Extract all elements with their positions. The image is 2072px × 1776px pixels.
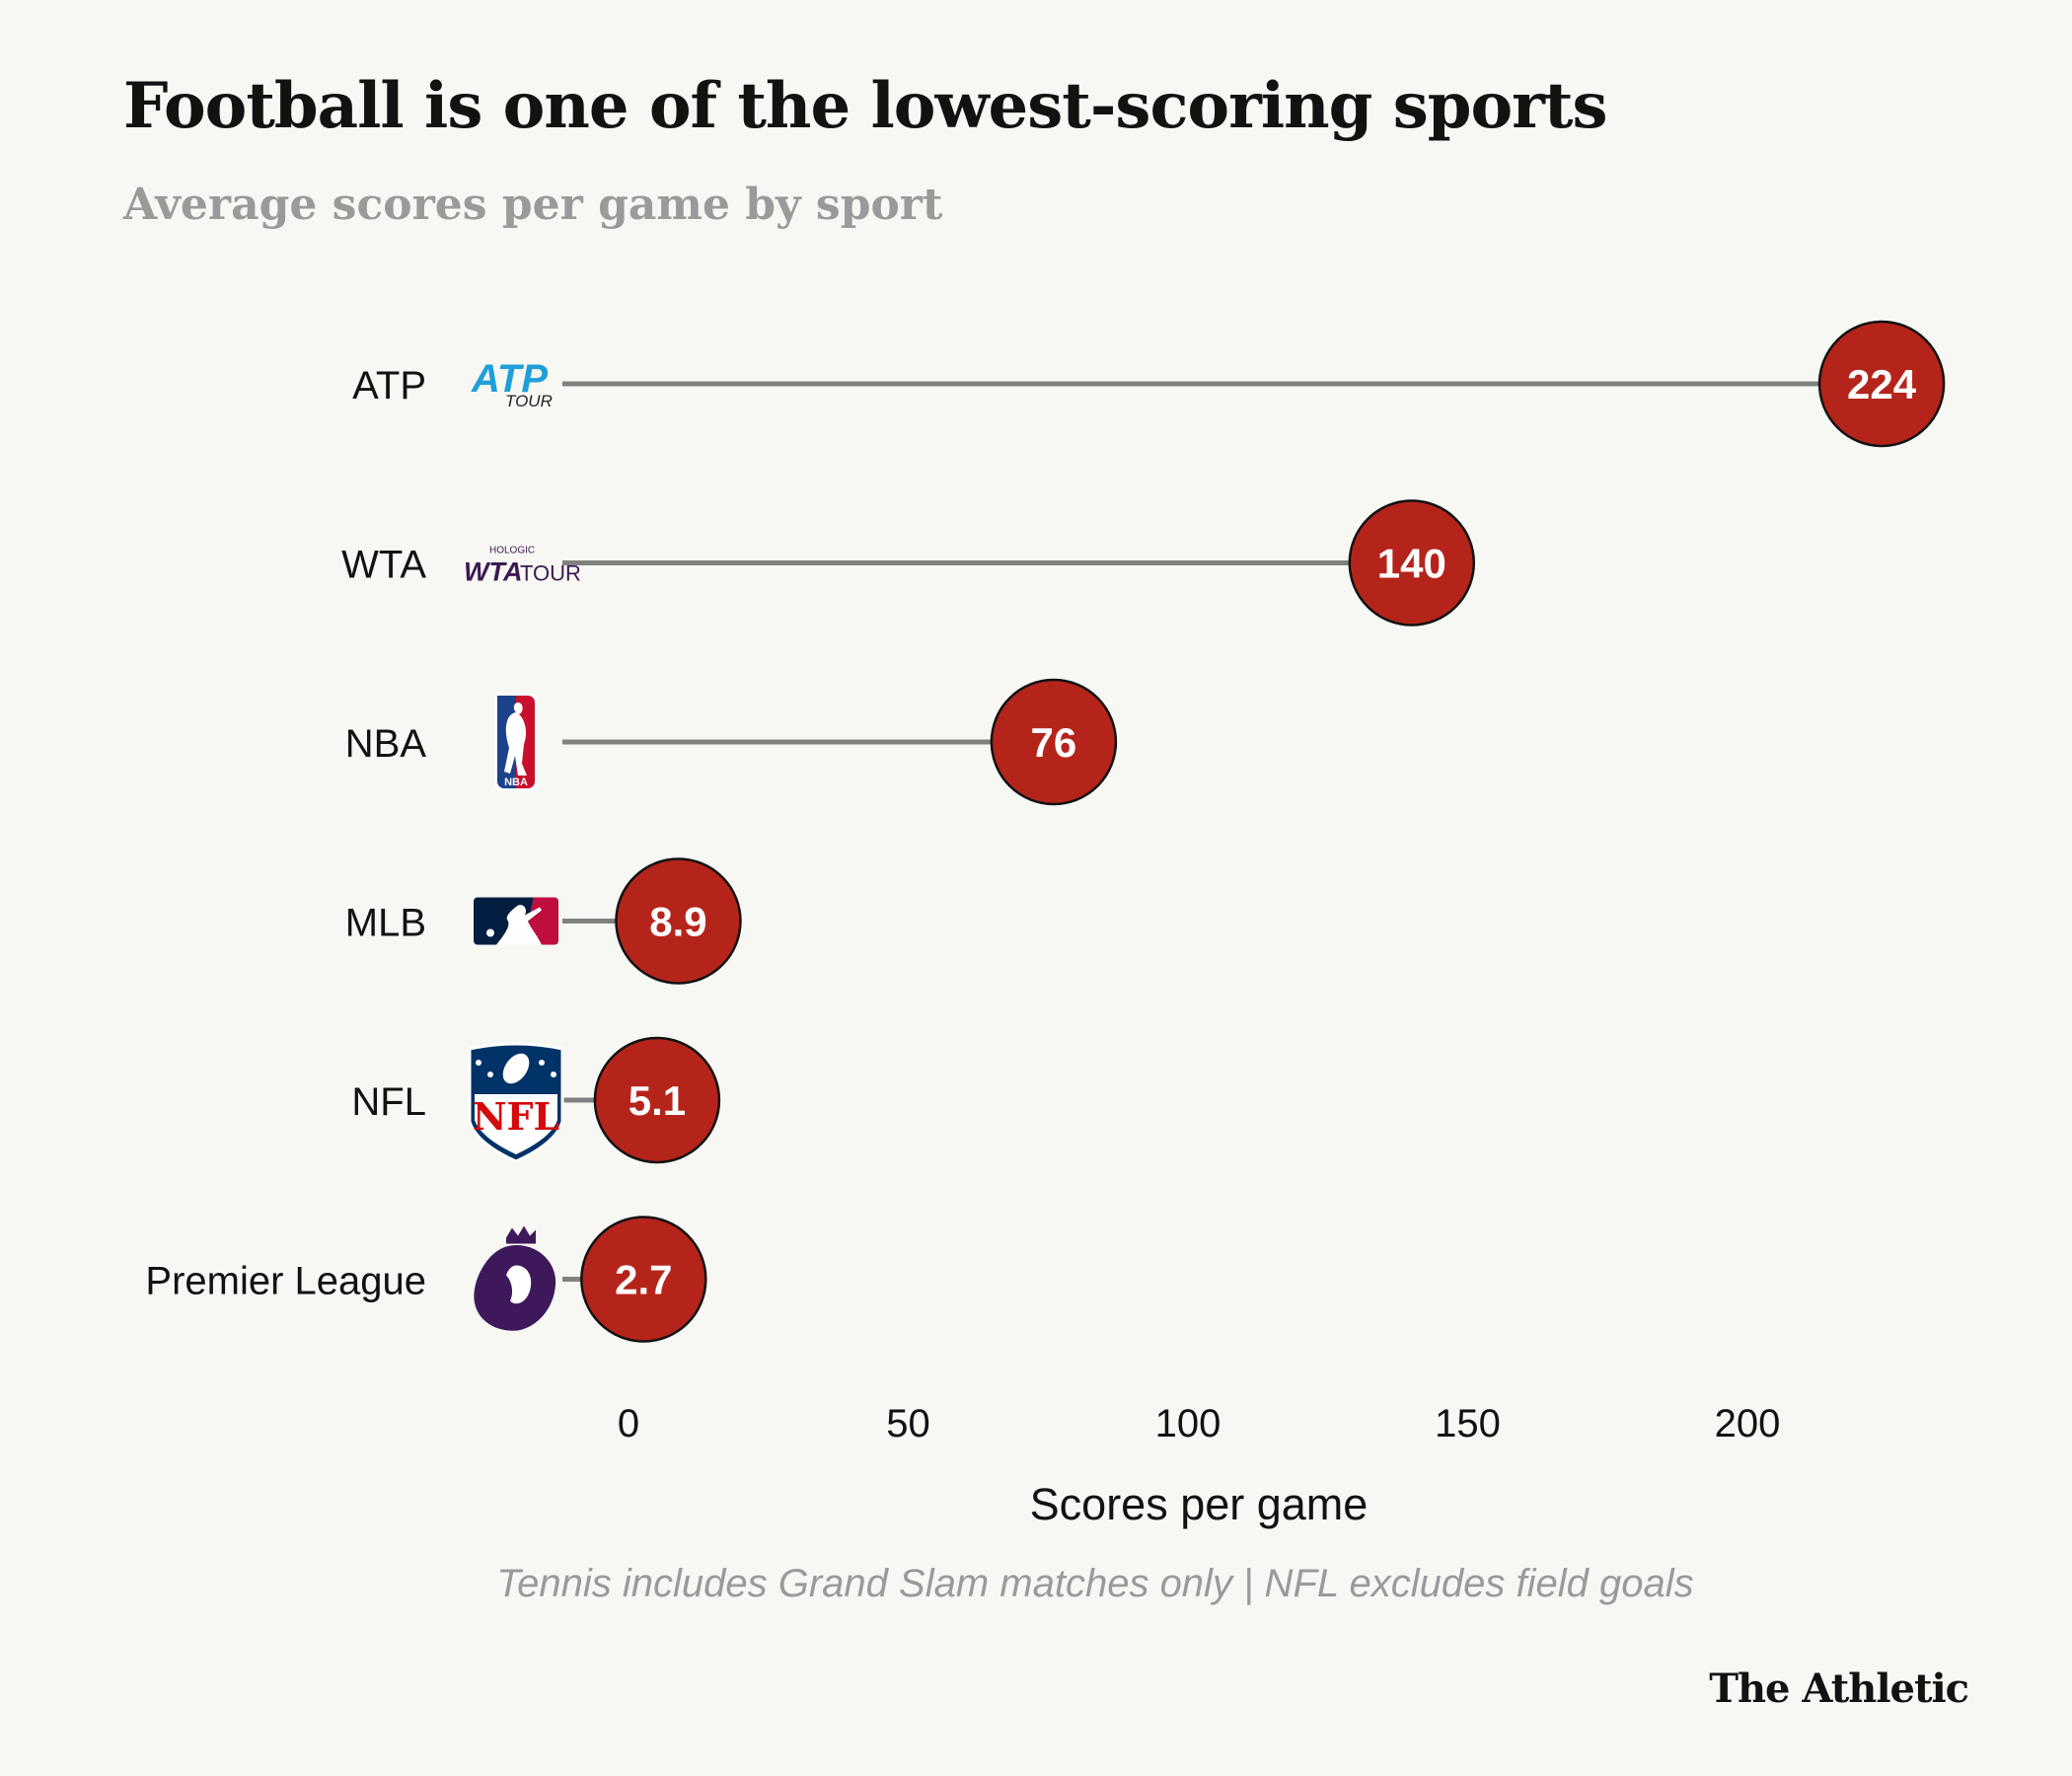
x-tick-label: 100: [1155, 1402, 1221, 1445]
x-tick-label: 50: [886, 1402, 930, 1445]
nba-logo: NBA: [494, 693, 538, 791]
nba-text: NBA: [504, 777, 528, 788]
nfl-star: [476, 1060, 481, 1066]
mlb-logo: [474, 897, 558, 945]
x-tick-label: 200: [1715, 1402, 1781, 1445]
chart-subtitle: Average scores per game by sport: [123, 180, 943, 230]
dot-circle: [580, 1216, 707, 1343]
nfl-star: [487, 1072, 493, 1077]
data-label: 76: [1031, 719, 1077, 766]
category-label: NBA: [345, 722, 427, 766]
data-label: 5.1: [629, 1077, 686, 1124]
x-axis-label: Scores per game: [1030, 1479, 1369, 1529]
premier-league-logo: [474, 1225, 556, 1331]
nfl-star: [551, 1072, 556, 1077]
category-label: NFL: [351, 1080, 426, 1124]
dot-circle: [593, 1036, 721, 1164]
data-label: 2.7: [615, 1257, 672, 1303]
brand-logo: The Athletic: [1709, 1665, 1969, 1712]
category-labels-group: ATP WTA NBA MLB NFL Premier League: [145, 364, 426, 1303]
category-label: Premier League: [145, 1260, 426, 1303]
mlb-batter: [496, 905, 542, 945]
dot-1: 140: [1348, 499, 1476, 627]
data-label: 140: [1377, 541, 1446, 587]
dot-circle: [615, 857, 742, 985]
nfl-football: [502, 1053, 530, 1084]
x-tick-label: 150: [1435, 1402, 1501, 1445]
data-label: 224: [1847, 361, 1917, 407]
nfl-logo: NFL: [468, 1042, 564, 1163]
category-label: WTA: [341, 544, 426, 587]
dot-circle: [990, 678, 1118, 806]
dot-0: 224: [1817, 320, 1946, 448]
nfl-lower: [475, 1094, 557, 1154]
nfl-star: [539, 1060, 545, 1066]
x-ticks-group: 0 50 100 150 200: [618, 1402, 1781, 1445]
data-label: 8.9: [649, 899, 706, 945]
dot-2: 76: [990, 678, 1118, 806]
stems-group: [562, 381, 1883, 1282]
mlb-ball: [486, 928, 494, 937]
dot-circle: [1348, 499, 1476, 627]
category-label: ATP: [352, 364, 426, 407]
wta-sponsor-text: HOLOGIC: [489, 546, 535, 556]
nba-silhouette: [504, 703, 527, 776]
chart-title: Football is one of the lowest-scoring sp…: [123, 69, 1607, 143]
dot-4: 5.1: [593, 1036, 721, 1164]
atp-wordmark: ATP: [471, 357, 548, 401]
category-label: MLB: [345, 902, 426, 945]
x-tick-label: 0: [618, 1402, 639, 1445]
footnote: Tennis includes Grand Slam matches only …: [496, 1562, 1694, 1605]
dots-group: 224 140 76 8.9 5.1 2.7: [580, 320, 1946, 1343]
wta-wordmark: WTA: [464, 557, 522, 587]
dot-circle: [1817, 320, 1946, 448]
nfl-text: NFL: [473, 1094, 559, 1139]
atp-tour-text: TOUR: [505, 392, 553, 410]
dot-3: 8.9: [615, 857, 742, 985]
pl-crown: [506, 1225, 536, 1244]
pl-lion-face: [506, 1265, 532, 1304]
wta-tour-text: TOUR: [520, 561, 581, 586]
dot-5: 2.7: [580, 1216, 707, 1343]
